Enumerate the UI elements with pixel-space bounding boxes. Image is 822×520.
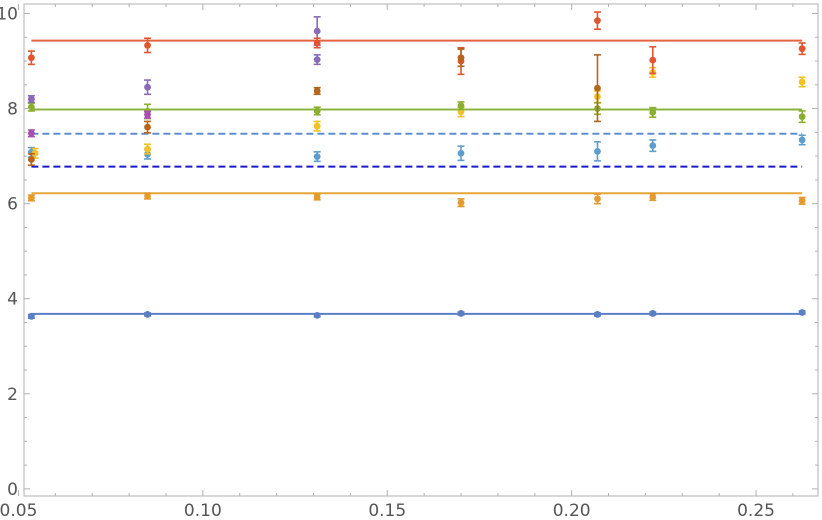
data-point [594, 311, 601, 318]
data-point [31, 149, 39, 157]
data-point [313, 87, 321, 95]
data-point [457, 310, 465, 317]
data-point [144, 111, 151, 119]
data-point [798, 45, 806, 53]
data-point [649, 142, 657, 150]
data-point [313, 27, 321, 35]
data-point [798, 113, 806, 121]
x-tick-label: 0.20 [553, 501, 591, 520]
data-point [457, 54, 465, 62]
data-point [27, 156, 35, 163]
data-point [27, 312, 35, 320]
data-point [144, 192, 151, 200]
y-tick-label: 2 [7, 385, 18, 405]
data-point [457, 199, 465, 207]
data-point [594, 17, 601, 25]
data-point [594, 195, 601, 203]
data-point [144, 41, 151, 49]
data-point [313, 56, 321, 64]
data-point [27, 103, 35, 111]
data-point [313, 153, 321, 160]
reference-lines [31, 39, 803, 315]
data-point [27, 95, 35, 103]
data-point [457, 102, 465, 110]
data-point [649, 193, 657, 201]
data-point [313, 193, 321, 201]
y-tick-label: 8 [7, 100, 18, 120]
data-point [649, 310, 657, 317]
data-point [144, 123, 151, 131]
data-points [27, 11, 806, 320]
data-point [798, 309, 806, 316]
x-tick-label: 0.10 [184, 501, 222, 520]
data-point [313, 107, 321, 115]
plot-frame [23, 3, 819, 497]
data-point [144, 145, 151, 153]
data-point [649, 56, 657, 64]
data-point [144, 83, 151, 91]
data-point [798, 136, 806, 144]
data-point [594, 84, 601, 92]
x-tick-label: 0.05 [0, 501, 37, 520]
y-tick-label: 0 [7, 480, 18, 500]
data-point [144, 311, 151, 318]
data-point [594, 147, 601, 155]
y-tick-label: 6 [7, 195, 18, 215]
data-point [649, 108, 657, 116]
data-point [798, 197, 806, 205]
axis-ticks: 0.05 0.10 0.15 0.20 0.25 0 2 4 6 8 10 [0, 4, 818, 520]
data-point [27, 54, 35, 62]
y-tick-label: 4 [7, 290, 18, 310]
data-point [798, 78, 806, 86]
data-point [27, 194, 35, 202]
plot-frame-rect [23, 3, 819, 497]
x-tick-label: 0.15 [368, 501, 406, 520]
data-point [313, 311, 321, 319]
data-point [313, 39, 321, 47]
data-point [313, 122, 321, 130]
x-tick-label: 0.25 [737, 501, 775, 520]
data-point [27, 129, 35, 137]
y-tick-label: 10 [0, 5, 18, 25]
data-point [457, 149, 465, 157]
